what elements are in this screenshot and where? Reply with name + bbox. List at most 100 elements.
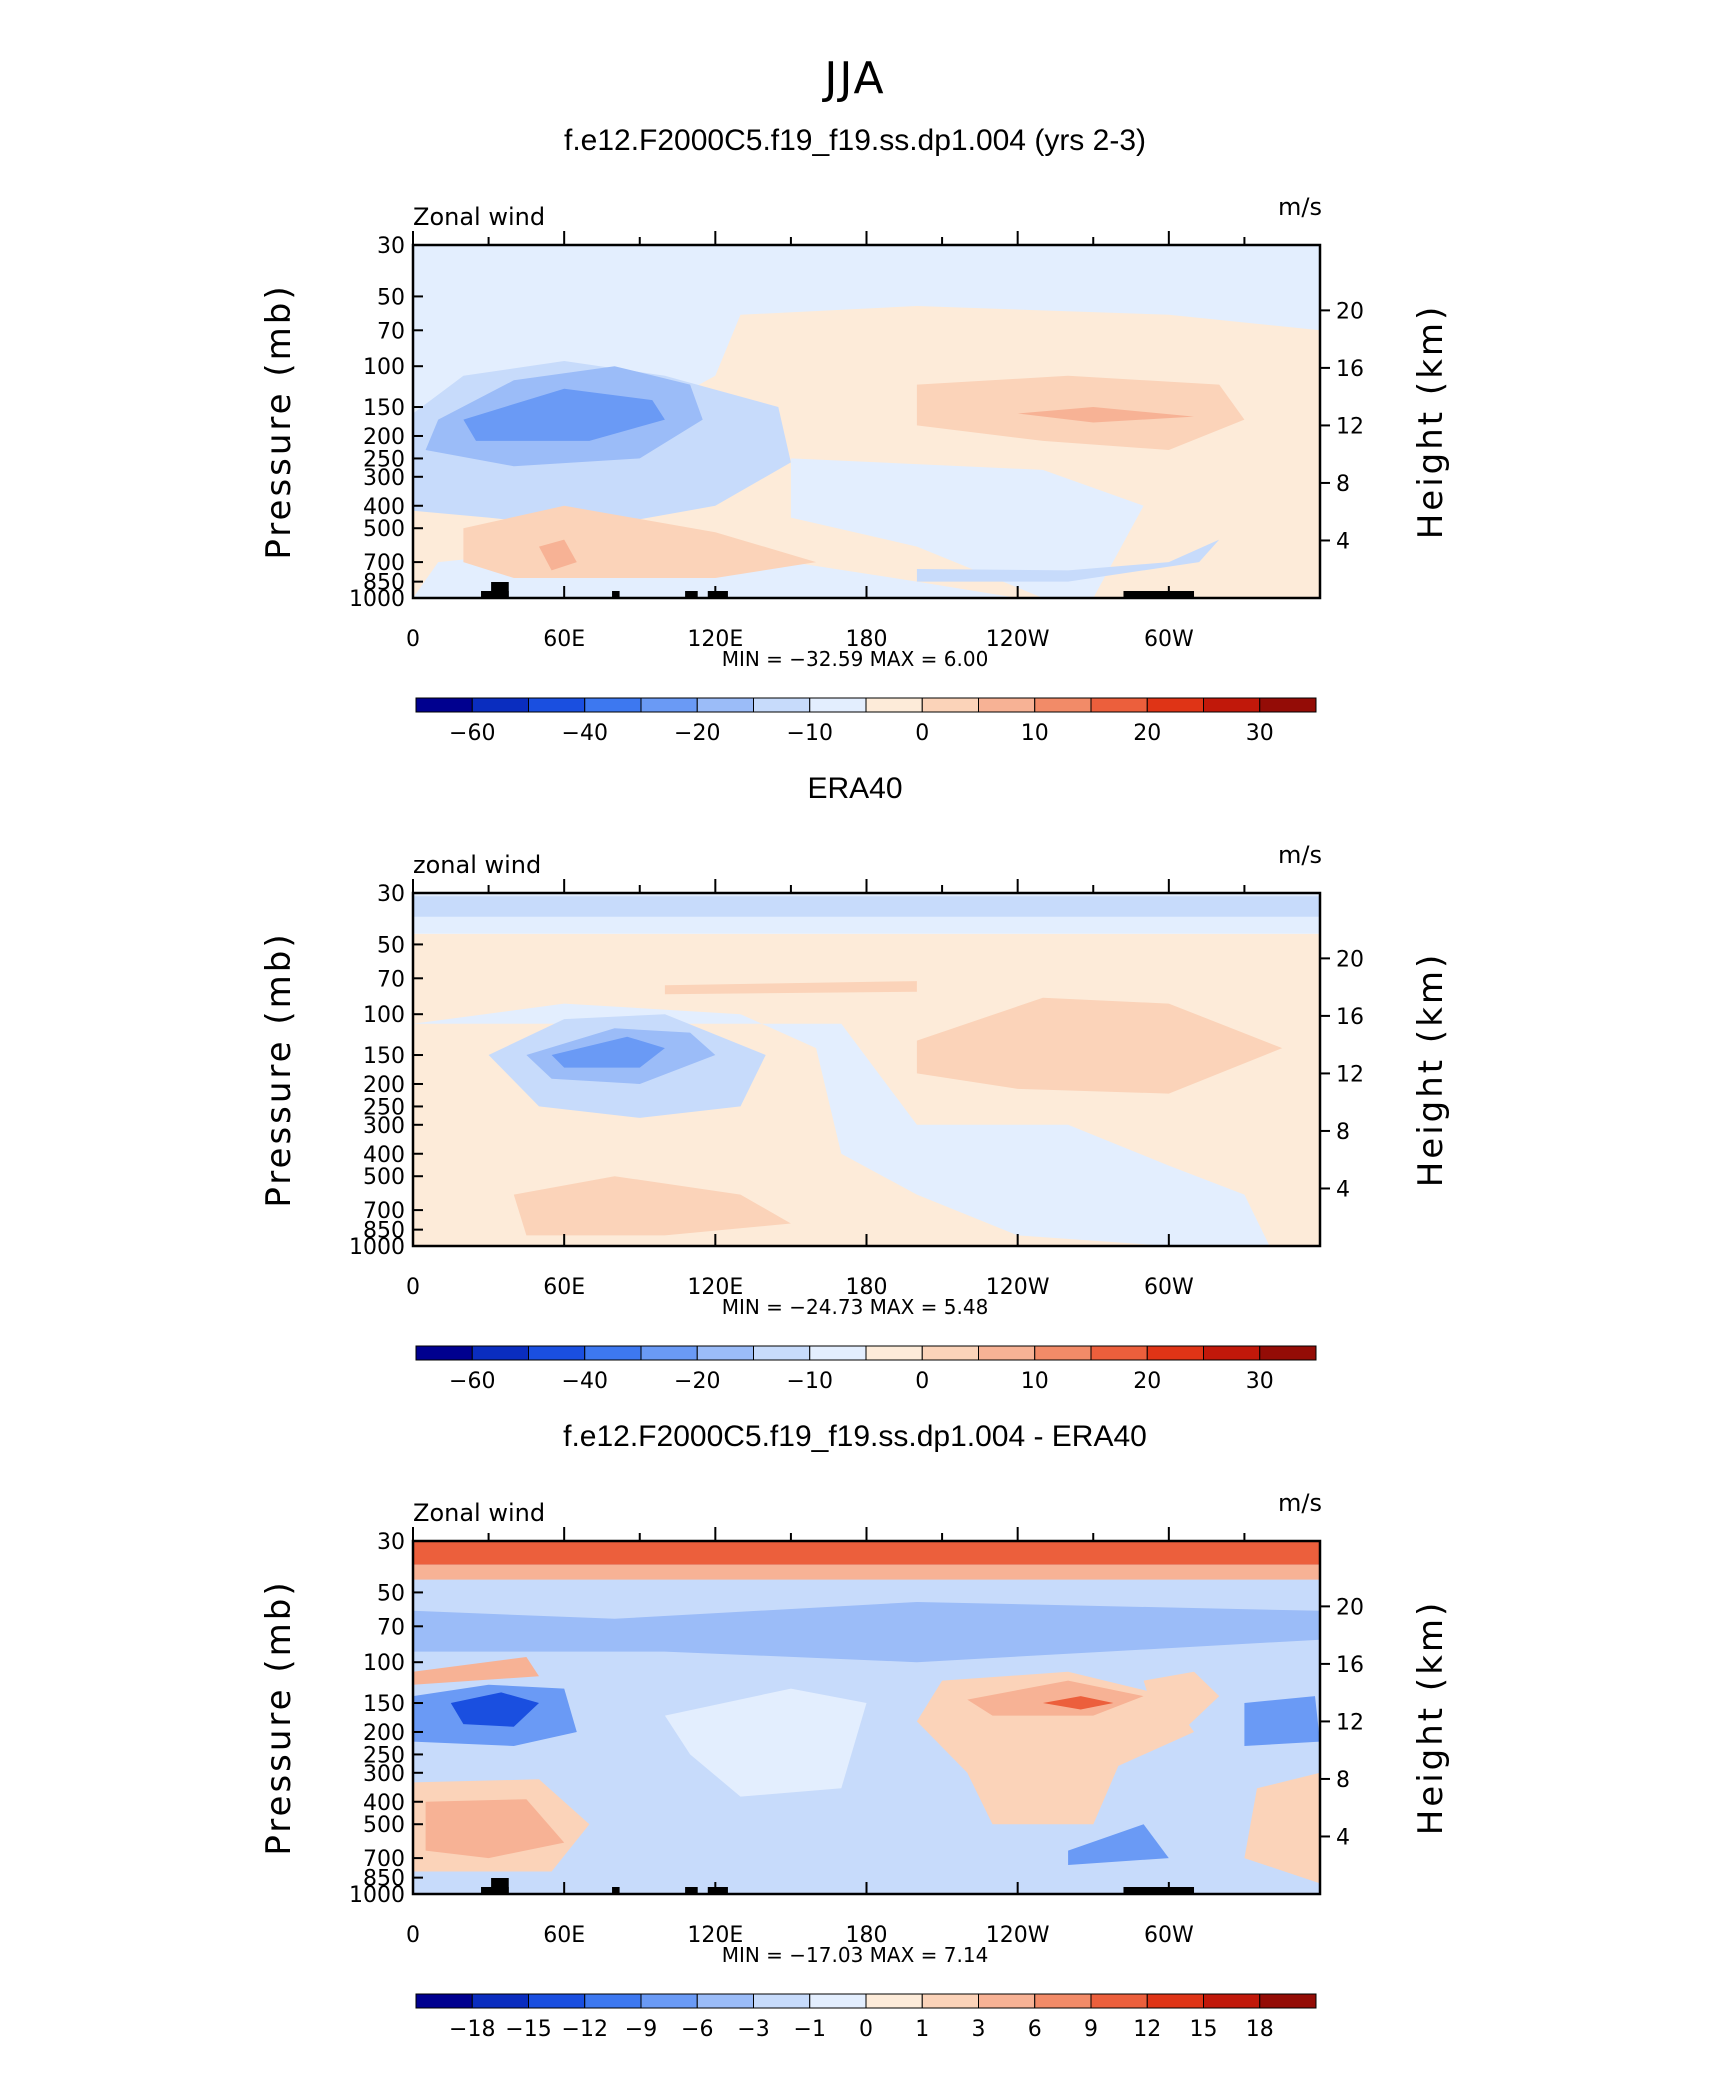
colorbar-label: 10 xyxy=(1021,721,1049,746)
colorbar-label: 1 xyxy=(915,2017,929,2042)
colorbar-box xyxy=(865,697,923,713)
contour-region xyxy=(1017,407,1194,423)
contour-region xyxy=(539,539,577,571)
colorbar-box xyxy=(753,1345,811,1361)
x-tick-label: 180 xyxy=(846,1923,888,1948)
contour-region xyxy=(463,388,665,441)
colorbar-box xyxy=(471,697,529,713)
y-tick-label: 150 xyxy=(363,1044,405,1069)
y-tick-label: 100 xyxy=(363,355,405,380)
contour-region xyxy=(413,1003,1270,1246)
y-tick-label: 300 xyxy=(363,1762,405,1787)
colorbar-box xyxy=(1034,1345,1092,1361)
y-tick-label: 850 xyxy=(363,571,405,596)
contour-region xyxy=(790,458,1144,598)
colorbar-label: 0 xyxy=(915,721,929,746)
contour-region xyxy=(664,1688,867,1797)
y2-tick-label: 8 xyxy=(1336,472,1350,497)
figure-title: JJA xyxy=(821,53,885,104)
colorbar-box xyxy=(1146,697,1204,713)
y2-tick-label: 12 xyxy=(1336,1062,1364,1087)
y2-tick-label: 4 xyxy=(1336,529,1350,554)
colorbar-label: −12 xyxy=(562,2017,608,2042)
x-tick-label: 60W xyxy=(1144,1275,1194,1300)
colorbar-box xyxy=(1203,1345,1261,1361)
colorbar-box xyxy=(1090,697,1148,713)
colorbar-label: 0 xyxy=(915,1369,929,1394)
contour-region xyxy=(413,1657,539,1685)
topography xyxy=(685,1887,698,1894)
x-tick-label: 120W xyxy=(986,1923,1050,1948)
x-tick-label: 0 xyxy=(406,1275,420,1300)
colorbar-label: −1 xyxy=(794,2017,826,2042)
colorbar-box xyxy=(415,697,473,713)
colorbar-box xyxy=(1090,1993,1148,2009)
y-tick-label: 150 xyxy=(363,396,405,421)
y2-tick-label: 8 xyxy=(1336,1768,1350,1793)
x-tick-label: 180 xyxy=(846,627,888,652)
contour-region xyxy=(551,1036,665,1068)
contour-region xyxy=(413,896,1320,917)
x-tick-label: 120E xyxy=(687,627,743,652)
y-tick-label: 400 xyxy=(363,495,405,520)
contour-field xyxy=(413,1541,1320,1894)
colorbar-box xyxy=(528,1993,586,2009)
colorbar-box xyxy=(1034,697,1092,713)
y2-tick-label: 4 xyxy=(1336,1825,1350,1850)
colorbar-box xyxy=(640,697,698,713)
colorbar-box xyxy=(1034,1993,1092,2009)
contour-region xyxy=(413,1602,1320,1663)
colorbar-label: −10 xyxy=(787,1369,833,1394)
colorbar-box xyxy=(809,1993,867,2009)
y-tick-label: 500 xyxy=(363,1813,405,1838)
y-tick-label: 850 xyxy=(363,1867,405,1892)
y2-tick-label: 8 xyxy=(1336,1120,1350,1145)
colorbar-label: 10 xyxy=(1021,1369,1049,1394)
y-tick-label: 700 xyxy=(363,551,405,576)
colorbar-label: 6 xyxy=(1028,2017,1042,2042)
colorbar-label: −3 xyxy=(737,2017,769,2042)
colorbar-box xyxy=(809,697,867,713)
variable-label: zonal wind xyxy=(413,851,541,879)
colorbar-box xyxy=(696,1993,754,2009)
y-axis-title: Pressure (mb) xyxy=(259,283,299,559)
panels: f.e12.F2000C5.f19_f19.ss.dp1.004 (yrs 2-… xyxy=(259,124,1451,2042)
x-tick-label: 60W xyxy=(1144,627,1194,652)
y-tick-label: 200 xyxy=(363,1073,405,1098)
x-tick-label: 120E xyxy=(687,1275,743,1300)
colorbar-label: 0 xyxy=(859,2017,873,2042)
topography xyxy=(707,591,728,598)
colorbar-label: −20 xyxy=(674,721,720,746)
colorbar: −18 −15 −12 −9 −6 −3 −1 0 1 3 6 9 12 15 18 xyxy=(415,1993,1317,2042)
contour-region xyxy=(664,981,917,995)
contour-region xyxy=(916,997,1283,1094)
colorbar-label: 9 xyxy=(1084,2017,1098,2042)
topography xyxy=(1123,591,1195,598)
colorbar-label: −18 xyxy=(449,2017,495,2042)
topography xyxy=(491,582,509,598)
contour-region xyxy=(1143,1671,1220,1732)
colorbar-label: 3 xyxy=(972,2017,986,2042)
units-label: m/s xyxy=(1278,841,1322,869)
contour-region xyxy=(413,1541,1320,1565)
colorbar-box xyxy=(528,1345,586,1361)
colorbar-label: 15 xyxy=(1190,2017,1218,2042)
colorbar-box xyxy=(1259,1993,1317,2009)
topography xyxy=(707,1887,728,1894)
topography xyxy=(612,1887,620,1894)
colorbar-box xyxy=(978,1345,1036,1361)
y-tick-label: 30 xyxy=(377,1530,405,1555)
y2-tick-label: 12 xyxy=(1336,1710,1364,1735)
colorbar-box xyxy=(584,1345,642,1361)
colorbar-label: 30 xyxy=(1246,1369,1274,1394)
colorbar-box xyxy=(809,1345,867,1361)
colorbar-label: 12 xyxy=(1133,2017,1161,2042)
y-axis-title: Pressure (mb) xyxy=(259,931,299,1207)
y-tick-label: 30 xyxy=(377,882,405,907)
colorbar-box xyxy=(640,1345,698,1361)
y-tick-label: 100 xyxy=(363,1003,405,1028)
topography xyxy=(1123,1887,1195,1894)
y2-tick-label: 20 xyxy=(1336,299,1364,324)
